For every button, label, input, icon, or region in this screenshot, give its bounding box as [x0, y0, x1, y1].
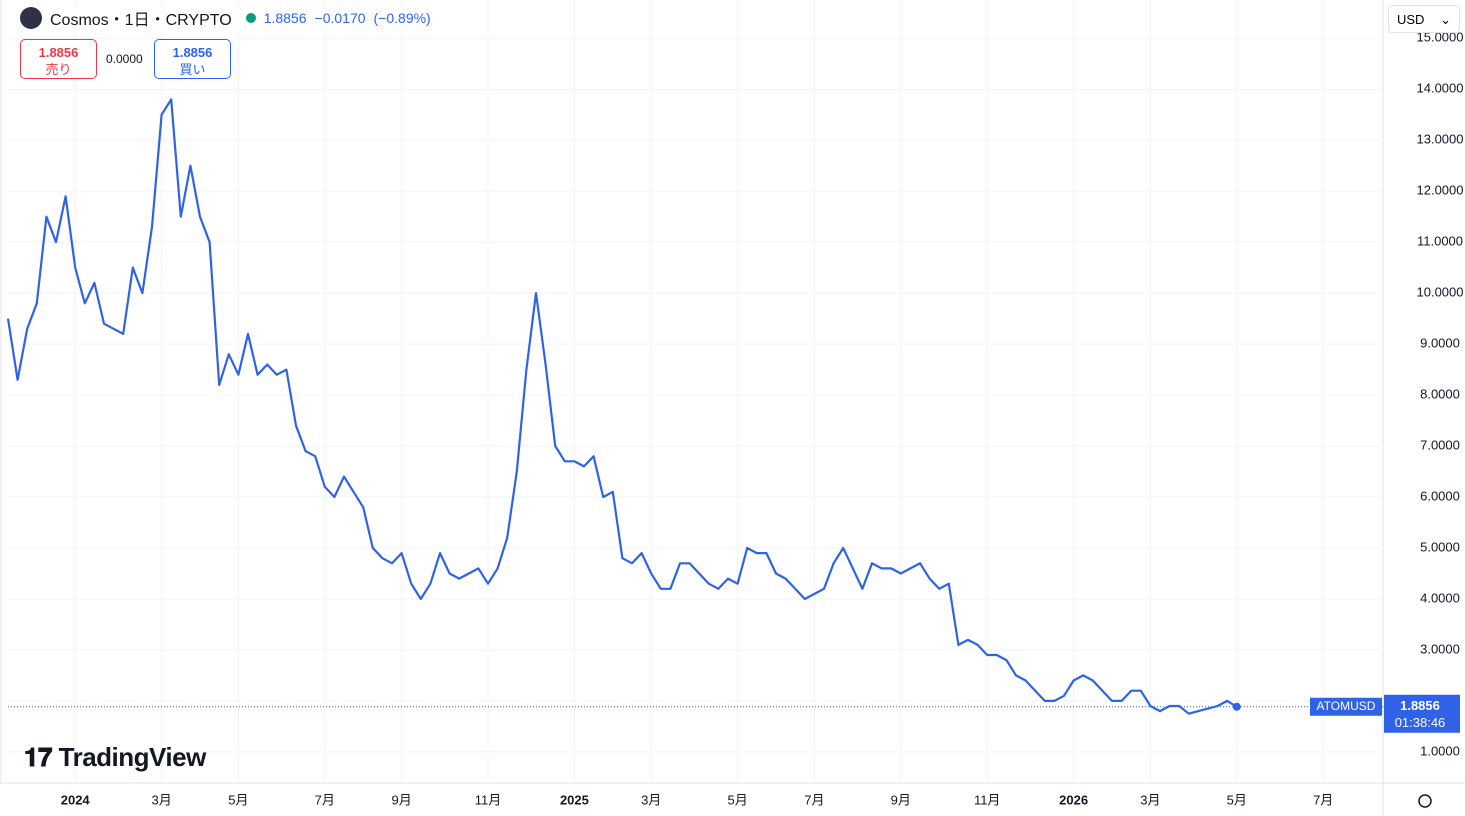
x-tick-label: 5月: [727, 792, 747, 807]
x-tick-label: 7月: [804, 792, 824, 807]
price-tag: [1384, 694, 1460, 733]
x-tick-label: 3月: [151, 792, 171, 807]
y-tick-label: 14.0000: [1417, 81, 1464, 96]
x-tick-label: 5月: [228, 792, 248, 807]
price-tag-time: 01:38:46: [1395, 715, 1446, 730]
status-dot: [245, 13, 256, 23]
symbol[interactable]: Cosmos・1日・CRYPTO: [50, 12, 232, 29]
y-tick-label: 6.0000: [1420, 488, 1460, 503]
logo-text: TradingView: [58, 742, 207, 772]
buy-price: 1.8856: [172, 45, 213, 60]
y-tick-label: 15.0000: [1417, 30, 1464, 45]
change-pct: (−0.89%): [373, 10, 431, 26]
spread: 0.0000: [106, 52, 143, 66]
buy-button[interactable]: 1.8856 買い: [154, 39, 231, 79]
y-tick-label: 7.0000: [1420, 437, 1460, 452]
header: Cosmos・1日・CRYPTO 1.8856 −0.0170 (−0.89%): [20, 6, 431, 30]
y-tick-label: 1.0000: [1420, 743, 1460, 758]
y-tick-label: 12.0000: [1417, 183, 1464, 198]
symbol-tag-label: ATOMUSD: [1317, 699, 1376, 713]
symbol-tag: [1310, 697, 1382, 716]
last-point: [1232, 702, 1241, 711]
y-tick-label: 11.0000: [1417, 234, 1463, 249]
y-tick-label: 13.0000: [1417, 132, 1464, 147]
sell-label: 売り: [45, 62, 72, 77]
x-tick-label: 5月: [1227, 792, 1247, 807]
x-tick-label: 3月: [1140, 792, 1160, 807]
logo: 𝟏𝟕 TradingView: [24, 742, 207, 772]
currency-select[interactable]: USD ⌄: [1388, 5, 1460, 33]
change: −0.0170: [314, 10, 366, 26]
x-tick-label: 11月: [974, 792, 1001, 807]
y-tick-label: 9.0000: [1420, 336, 1460, 351]
y-tick-label: 5.0000: [1420, 539, 1460, 554]
settings-icon[interactable]: [1418, 794, 1432, 808]
symbol-icon: [20, 7, 42, 29]
price-tag-value: 1.8856: [1400, 698, 1440, 713]
x-tick-label: 2026: [1059, 792, 1088, 807]
x-tick-label: 2024: [61, 792, 91, 807]
buy-label: 買い: [179, 62, 206, 77]
sell-button[interactable]: 1.8856 売り: [20, 39, 97, 79]
x-tick-label: 7月: [315, 792, 335, 807]
x-tick-label: 9月: [391, 792, 411, 807]
x-tick-label: 3月: [641, 792, 661, 807]
y-tick-label: 8.0000: [1420, 387, 1460, 402]
currency: USD: [1397, 12, 1425, 27]
x-tick-label: 2025: [560, 792, 589, 807]
y-tick-label: 10.0000: [1417, 285, 1464, 300]
price: 1.8856: [263, 10, 307, 26]
sell-price: 1.8856: [38, 45, 79, 60]
x-tick-label: 7月: [1313, 792, 1333, 807]
x-tick-label: 9月: [891, 792, 911, 807]
x-tick-label: 11月: [475, 792, 502, 807]
y-tick-label: 3.0000: [1420, 641, 1460, 656]
y-tick-label: 4.0000: [1420, 590, 1460, 605]
price-line: [6, 98, 1238, 715]
